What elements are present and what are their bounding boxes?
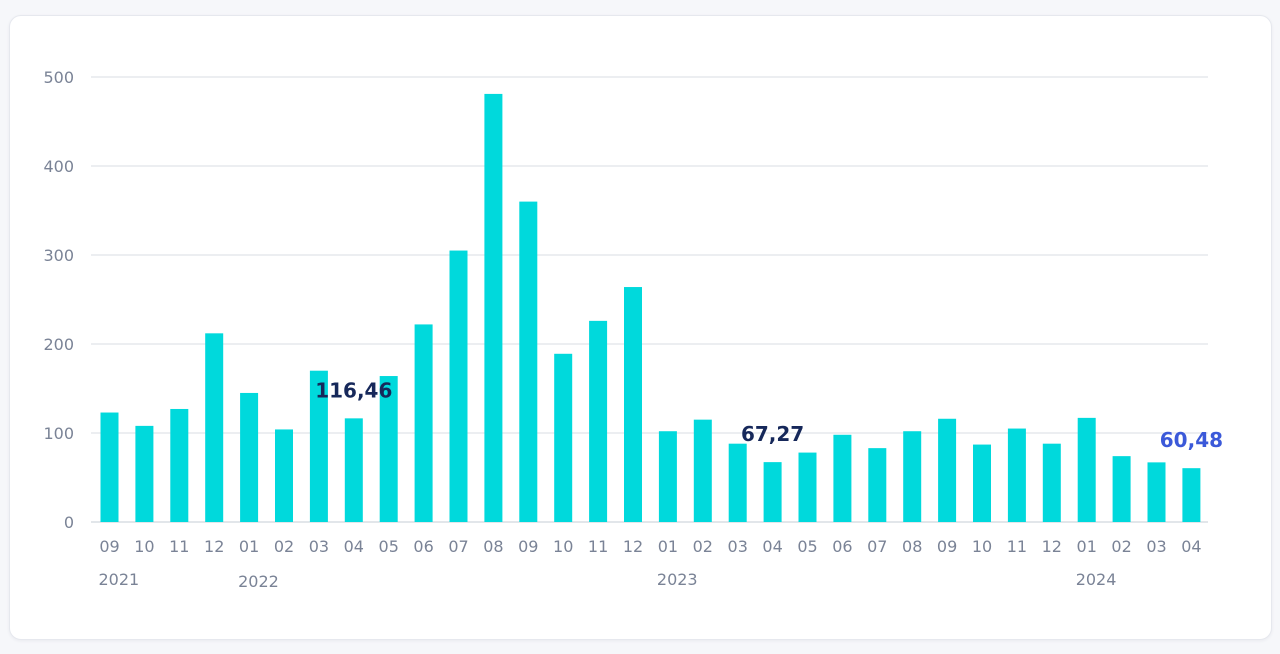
bar	[170, 408, 189, 522]
bar	[903, 431, 922, 522]
x-tick-label: 11	[588, 537, 608, 556]
x-tick-label: 12	[623, 537, 643, 556]
bar	[833, 434, 852, 522]
x-tick-label: 03	[1146, 537, 1166, 556]
value-annotation: 60,48	[1160, 428, 1223, 452]
x-tick-label: 01	[658, 537, 678, 556]
x-tick-label: 02	[1111, 537, 1131, 556]
x-tick-label: 12	[1042, 537, 1062, 556]
y-tick-label: 100	[43, 424, 74, 443]
bar	[275, 429, 293, 522]
x-tick-label: 05	[379, 537, 399, 556]
bar	[344, 418, 363, 522]
x-tick-label: 01	[239, 537, 259, 556]
x-tick-label: 07	[867, 537, 887, 556]
x-tick-label: 11	[169, 537, 189, 556]
bar	[379, 376, 398, 522]
x-tick-label: 09	[99, 537, 119, 556]
x-tick-label: 04	[762, 537, 782, 556]
x-tick-label: 04	[344, 537, 364, 556]
x-tick-label: 03	[309, 537, 329, 556]
x-tick-label: 08	[483, 537, 503, 556]
x-tick-label: 04	[1181, 537, 1201, 556]
bar	[135, 425, 154, 522]
grid-lines	[91, 76, 1208, 523]
y-axis-tick-labels: 0 100 200 300 400 500	[43, 68, 74, 532]
bar	[763, 462, 782, 522]
x-tick-label: 06	[832, 537, 852, 556]
bar	[1147, 462, 1166, 522]
bar	[1182, 468, 1201, 522]
bar	[1042, 443, 1061, 522]
x-axis-year-labels: 2021 2022 2023 2024	[99, 570, 1117, 591]
bar	[868, 448, 887, 522]
x-tick-label: 02	[693, 537, 713, 556]
bar	[519, 201, 538, 522]
bar	[693, 419, 712, 522]
x-tick-label: 05	[797, 537, 817, 556]
x-tick-label: 11	[1007, 537, 1027, 556]
year-label: 2021	[99, 570, 140, 589]
x-tick-label: 03	[728, 537, 748, 556]
bar	[449, 250, 468, 523]
value-annotation: 116,46	[315, 378, 392, 402]
x-tick-label: 06	[413, 537, 433, 556]
bar	[798, 452, 817, 522]
x-tick-label: 10	[972, 537, 992, 556]
y-tick-label: 200	[43, 335, 74, 354]
x-tick-label: 10	[553, 537, 573, 556]
bar	[624, 287, 642, 522]
bar	[240, 392, 259, 522]
x-tick-label: 01	[1077, 537, 1097, 556]
y-tick-label: 400	[43, 157, 74, 176]
bar	[309, 370, 328, 522]
x-tick-label: 08	[902, 537, 922, 556]
x-axis-tick-labels: 09 10 11 12 01 02 03 04 05 06 07 08 09 10 11 12 01 02 03 04…	[99, 537, 1201, 556]
bar	[973, 444, 991, 522]
x-tick-label: 10	[134, 537, 154, 556]
bar	[414, 324, 433, 522]
bar	[1007, 428, 1026, 522]
bar	[554, 353, 573, 522]
x-tick-label: 09	[937, 537, 957, 556]
bar	[205, 333, 224, 522]
x-tick-label: 02	[274, 537, 294, 556]
data-annotations: 116,46 67,27 60,48	[315, 378, 1223, 452]
year-label: 2022	[238, 572, 279, 591]
bar	[100, 412, 119, 522]
x-tick-label: 09	[518, 537, 538, 556]
x-tick-label: 12	[204, 537, 224, 556]
y-tick-label: 0	[64, 513, 74, 532]
bar	[1112, 456, 1131, 522]
bar	[728, 443, 747, 522]
bar	[484, 93, 503, 522]
x-tick-label: 07	[448, 537, 468, 556]
y-tick-label: 500	[43, 68, 74, 87]
year-label: 2023	[657, 570, 698, 589]
year-label: 2024	[1076, 570, 1117, 589]
value-annotation: 67,27	[741, 422, 804, 446]
bar	[658, 431, 677, 522]
y-tick-label: 300	[43, 246, 74, 265]
bar	[1077, 417, 1096, 522]
bar	[589, 320, 608, 522]
bar	[938, 418, 957, 522]
bars	[100, 93, 1201, 523]
